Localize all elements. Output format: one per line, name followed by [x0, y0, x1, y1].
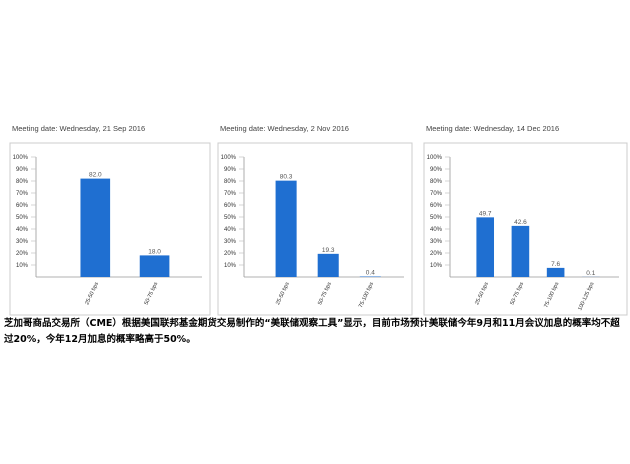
caption: 芝加哥商品交易所（CME）根据美国联邦基金期货交易制作的“美联储观察工具”显示，…	[4, 318, 620, 345]
value-label: 18.0	[148, 248, 161, 255]
value-label: 0.1	[586, 270, 595, 277]
y-tick-label: 70%	[16, 191, 29, 197]
y-tick-label: 90%	[224, 167, 237, 173]
bar	[317, 253, 339, 277]
y-tick-label: 70%	[224, 191, 237, 197]
chart-title: Meeting date: Wednesday, 21 Sep 2016	[12, 124, 145, 133]
charts: Meeting date: Wednesday, 21 Sep 2016 10% 2…	[9, 124, 628, 316]
y-tick-label: 60%	[224, 203, 237, 209]
y-tick-label: 100%	[221, 155, 237, 161]
bar	[80, 178, 111, 277]
chart-frame	[217, 142, 413, 316]
bar	[511, 225, 530, 277]
chart-title: Meeting date: Wednesday, 2 Nov 2016	[220, 124, 349, 133]
y-tick-label: 10%	[430, 263, 443, 269]
chart-title: Meeting date: Wednesday, 14 Dec 2016	[426, 124, 559, 133]
value-label: 80.3	[280, 174, 293, 181]
y-tick-label: 80%	[16, 179, 29, 185]
y-tick-label: 60%	[430, 203, 443, 209]
y-tick-label: 50%	[224, 215, 237, 221]
y-tick-label: 100%	[427, 155, 443, 161]
bar	[139, 255, 170, 277]
y-tick-label: 20%	[224, 251, 237, 257]
y-tick-label: 50%	[430, 215, 443, 221]
value-label: 42.6	[514, 219, 527, 226]
y-tick-label: 30%	[224, 239, 237, 245]
y-tick-label: 40%	[224, 227, 237, 233]
y-tick-label: 60%	[16, 203, 29, 209]
y-tick-label: 70%	[430, 191, 443, 197]
y-tick-label: 10%	[224, 263, 237, 269]
y-tick-label: 30%	[430, 239, 443, 245]
y-tick-label: 50%	[16, 215, 29, 221]
bar	[476, 217, 495, 277]
y-tick-label: 90%	[430, 167, 443, 173]
value-label: 7.6	[551, 261, 560, 268]
y-tick-label: 10%	[16, 263, 29, 269]
value-label: 82.0	[89, 172, 102, 179]
y-tick-label: 80%	[430, 179, 443, 185]
y-tick-label: 80%	[224, 179, 237, 185]
y-tick-label: 20%	[16, 251, 29, 257]
value-label: 19.3	[322, 247, 335, 254]
y-tick-label: 40%	[16, 227, 29, 233]
value-label: 0.4	[366, 270, 375, 277]
y-tick-label: 30%	[16, 239, 29, 245]
bar	[546, 267, 565, 277]
y-tick-label: 100%	[13, 155, 29, 161]
y-tick-label: 20%	[430, 251, 443, 257]
bar	[275, 180, 297, 277]
y-tick-label: 90%	[16, 167, 29, 173]
value-label: 49.7	[479, 210, 492, 217]
y-tick-label: 40%	[430, 227, 443, 233]
